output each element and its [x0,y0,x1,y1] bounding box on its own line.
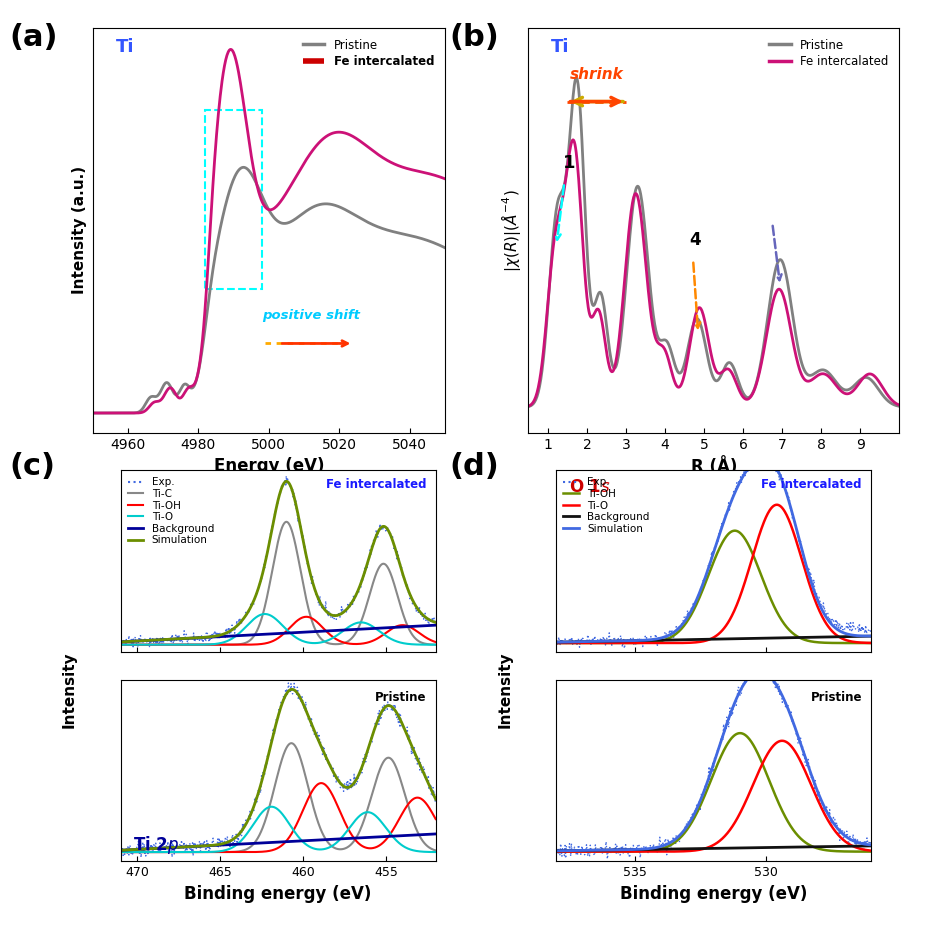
Y-axis label: Intensity (a.u.): Intensity (a.u.) [72,167,87,294]
X-axis label: Binding energy (eV): Binding energy (eV) [184,884,372,902]
X-axis label: Binding energy (eV): Binding energy (eV) [620,884,807,902]
Legend: Pristine, Fe intercalated: Pristine, Fe intercalated [298,34,439,73]
Legend: Pristine, Fe intercalated: Pristine, Fe intercalated [765,34,894,73]
Text: (d): (d) [450,452,500,480]
Text: shrink: shrink [570,67,624,83]
Text: Intensity: Intensity [498,652,513,728]
Legend: Exp., Ti-OH, Ti-O, Background, Simulation: Exp., Ti-OH, Ti-O, Background, Simulatio… [562,476,652,535]
X-axis label: R (Å): R (Å) [691,457,737,477]
Text: Fe intercalated: Fe intercalated [761,479,862,492]
Text: Ti 2$p$: Ti 2$p$ [133,834,179,857]
Text: Ti: Ti [551,38,569,56]
Text: Ti: Ti [116,38,134,56]
Text: 1: 1 [563,154,576,172]
Text: (a): (a) [9,23,57,52]
Text: Fe intercalated: Fe intercalated [325,479,426,492]
Legend: Exp., Ti-C, Ti-OH, Ti-O, Background, Simulation: Exp., Ti-C, Ti-OH, Ti-O, Background, Sim… [126,476,216,547]
Text: 4: 4 [689,231,701,250]
Text: O 1$s$: O 1$s$ [569,478,611,496]
X-axis label: Energy (eV): Energy (eV) [213,457,324,476]
Text: Pristine: Pristine [810,692,862,705]
Text: Pristine: Pristine [375,692,426,705]
Bar [206,110,261,289]
Text: (c): (c) [9,452,56,480]
Text: positive shift: positive shift [262,308,360,321]
Y-axis label: $|\chi(R)|(\AA^{-4})$: $|\chi(R)|(\AA^{-4})$ [499,189,523,272]
Text: (b): (b) [450,23,500,52]
Text: Intensity: Intensity [62,652,77,728]
